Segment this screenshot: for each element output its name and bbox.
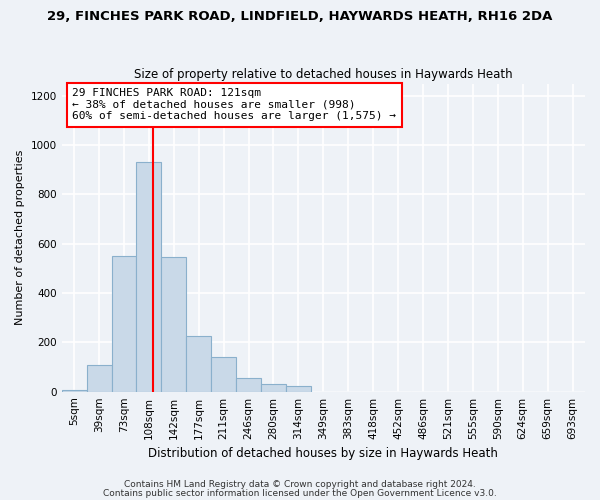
Text: 29 FINCHES PARK ROAD: 121sqm
← 38% of detached houses are smaller (998)
60% of s: 29 FINCHES PARK ROAD: 121sqm ← 38% of de… [72, 88, 396, 122]
Text: Contains HM Land Registry data © Crown copyright and database right 2024.: Contains HM Land Registry data © Crown c… [124, 480, 476, 489]
Bar [211, 357, 236, 392]
Y-axis label: Number of detached properties: Number of detached properties [15, 150, 25, 326]
Title: Size of property relative to detached houses in Haywards Heath: Size of property relative to detached ho… [134, 68, 512, 81]
Bar [161, 258, 186, 392]
Bar [286, 386, 311, 392]
Bar [186, 336, 211, 392]
Bar [112, 256, 136, 392]
Bar [236, 378, 261, 392]
Text: Contains public sector information licensed under the Open Government Licence v3: Contains public sector information licen… [103, 489, 497, 498]
Bar [86, 364, 112, 392]
Bar [261, 384, 286, 392]
Text: 29, FINCHES PARK ROAD, LINDFIELD, HAYWARDS HEATH, RH16 2DA: 29, FINCHES PARK ROAD, LINDFIELD, HAYWAR… [47, 10, 553, 23]
Bar [136, 162, 161, 392]
X-axis label: Distribution of detached houses by size in Haywards Heath: Distribution of detached houses by size … [148, 447, 498, 460]
Bar [62, 390, 86, 392]
